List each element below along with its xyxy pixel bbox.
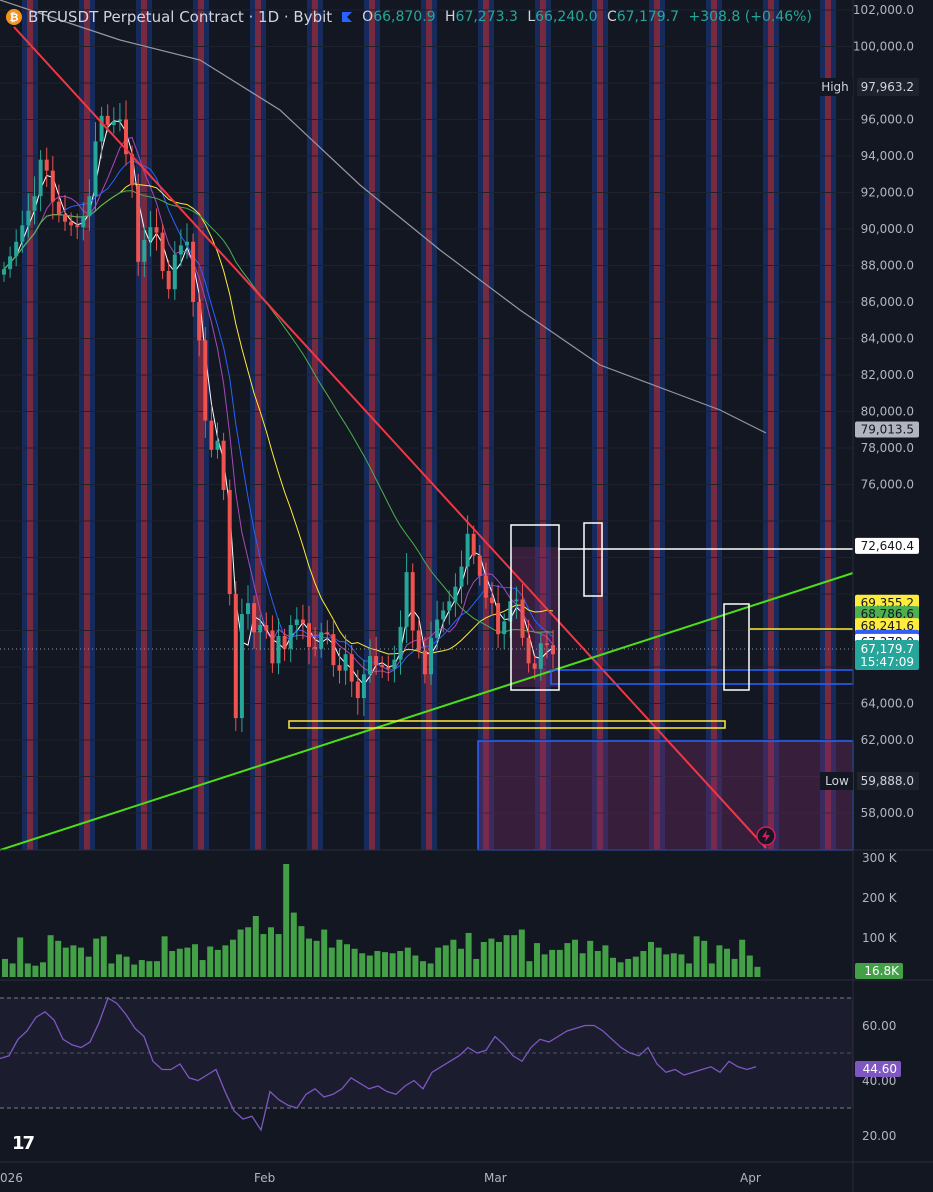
price-tick: 64,000.0 (861, 697, 914, 711)
support-box-yellow (288, 720, 726, 729)
price-tick: 86,000.0 (861, 295, 914, 309)
high-value: 97,963.2 (861, 80, 914, 94)
grid (0, 9, 853, 814)
volume-axis: 300 K 200 K 100 K 16.8K (855, 851, 903, 979)
time-label-apr: Apr (740, 1171, 761, 1185)
price-tick: 92,000.0 (861, 186, 914, 200)
high-label: High (821, 80, 849, 94)
price-tick: 84,000.0 (861, 332, 914, 346)
price-tick: 88,000.0 (861, 259, 914, 273)
price-badge: 68,786.6 (861, 607, 914, 621)
price-tick: 80,000.0 (861, 405, 914, 419)
time-axis: 026 Feb Mar Apr (0, 1171, 761, 1185)
rsi-tick-20: 20.00 (862, 1129, 896, 1143)
uptrend-line (0, 572, 854, 851)
price-tick: 102,000.0 (853, 3, 914, 17)
flag-icon[interactable] (342, 11, 353, 23)
volume-bars (2, 864, 761, 977)
price-badge: 72,640.4 (861, 539, 914, 553)
symbol-title[interactable]: BTCUSDT Perpetual Contract · 1D · Bybit (28, 8, 333, 26)
range-box-3 (723, 603, 750, 691)
low-label: Low (825, 774, 849, 788)
price-axis: 102,000.0 100,000.0 96,000.0 94,000.0 92,000… (853, 3, 914, 820)
time-label-mar: Mar (484, 1171, 507, 1185)
price-tick: 82,000.0 (861, 368, 914, 382)
high-marker: High 97,963.2 (817, 78, 919, 96)
vol-tick-200k: 200 K (862, 891, 898, 905)
rsi-last: 44.60 (863, 1062, 897, 1076)
symbol-header[interactable]: ₿ BTCUSDT Perpetual Contract · 1D · Bybi… (6, 6, 817, 28)
price-tick: 100,000.0 (853, 40, 914, 54)
low-marker: Low 59,888.0 (820, 772, 919, 790)
price-badge: 79,013.5 (861, 423, 914, 437)
low-value: 59,888.0 (861, 774, 914, 788)
price-badge: 68,241.6 (861, 619, 914, 633)
rsi-line (0, 997, 757, 1132)
range-box-1 (510, 524, 560, 691)
last-price: 67,179.7 (861, 642, 914, 656)
last-price-badge: 67,179.7 15:47:09 (855, 640, 919, 670)
tradingview-logo[interactable]: 17 (12, 1133, 35, 1154)
rsi-tick-40: 40.00 (862, 1074, 896, 1088)
time-label-2026: 026 (0, 1171, 23, 1185)
price-tick: 78,000.0 (861, 441, 914, 455)
candles (2, 100, 555, 733)
price-tick: 62,000.0 (861, 733, 914, 747)
demand-zone (477, 740, 854, 851)
vol-tick-100k: 100 K (862, 931, 898, 945)
price-tick: 58,000.0 (861, 806, 914, 820)
ohlc-values: O66,870.9 H67,273.3 L66,240.0 C67,179.7 … (362, 9, 812, 25)
rsi-tick-60: 60.00 (862, 1019, 896, 1033)
downtrend-line (13, 26, 767, 849)
range-box-2 (583, 522, 603, 597)
time-label-feb: Feb (254, 1171, 275, 1185)
vol-last: 16.8K (864, 964, 900, 978)
price-badges: 79,013.572,640.469,355.268,786.668,241.6… (855, 421, 919, 650)
rsi-axis: 60.00 40.00 20.00 44.60 (855, 1019, 901, 1143)
price-tick: 76,000.0 (861, 478, 914, 492)
price-tick: 94,000.0 (861, 149, 914, 163)
countdown: 15:47:09 (860, 655, 914, 669)
price-tick: 96,000.0 (861, 113, 914, 127)
bitcoin-icon: ₿ (6, 9, 22, 25)
vol-tick-300k: 300 K (862, 851, 898, 865)
lightning-alert-icon[interactable] (756, 826, 776, 846)
price-tick: 90,000.0 (861, 222, 914, 236)
session-bands (22, 0, 836, 850)
